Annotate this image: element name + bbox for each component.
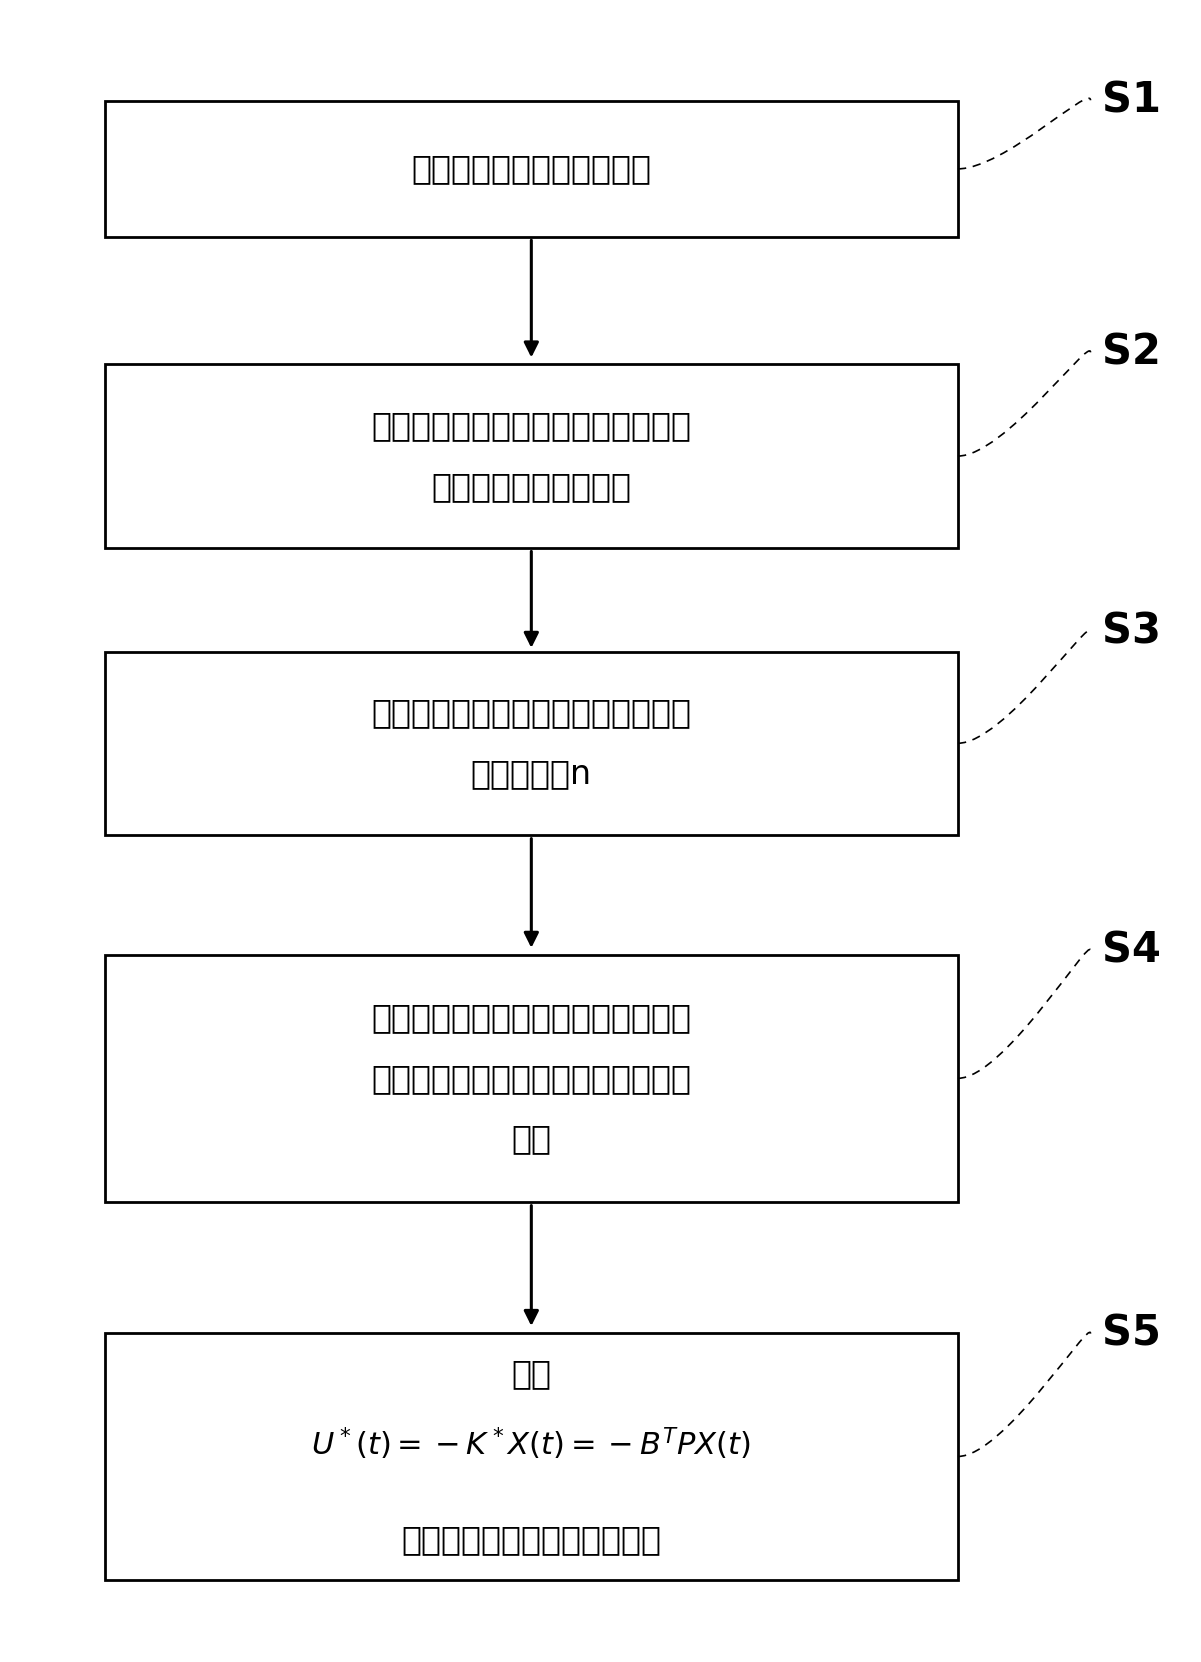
Text: 度相关常数n: 度相关常数n xyxy=(471,758,592,789)
FancyBboxPatch shape xyxy=(104,954,958,1202)
Text: 基于带有参数的电力系统状态方程模: 基于带有参数的电力系统状态方程模 xyxy=(371,1001,692,1034)
Text: S2: S2 xyxy=(1103,331,1161,374)
Text: S3: S3 xyxy=(1103,610,1161,653)
FancyBboxPatch shape xyxy=(104,364,958,548)
Text: 数矩阵和控制系数矩阵: 数矩阵和控制系数矩阵 xyxy=(431,470,632,504)
FancyBboxPatch shape xyxy=(104,652,958,834)
Text: $U^*(t)=-K^*X(t)=-B^TPX(t)$: $U^*(t)=-K^*X(t)=-B^TPX(t)$ xyxy=(311,1426,751,1463)
Text: 根据希望的闭环极点分布，确定稳定: 根据希望的闭环极点分布，确定稳定 xyxy=(371,696,692,730)
FancyBboxPatch shape xyxy=(104,101,958,236)
Text: 得到基于稳定度的最优控制器: 得到基于稳定度的最优控制器 xyxy=(401,1522,662,1556)
Text: 矩阵: 矩阵 xyxy=(512,1122,551,1155)
Text: 型，求解改进的黎卡提方程，获得解: 型，求解改进的黎卡提方程，获得解 xyxy=(371,1062,692,1095)
Text: 确定电力系统状态方程模型的状态系: 确定电力系统状态方程模型的状态系 xyxy=(371,409,692,442)
Text: 构建电力系统状态方程模型: 构建电力系统状态方程模型 xyxy=(411,153,651,186)
Text: S1: S1 xyxy=(1103,80,1161,121)
Text: S5: S5 xyxy=(1103,1313,1161,1355)
Text: 根据: 根据 xyxy=(512,1356,551,1389)
FancyBboxPatch shape xyxy=(104,1333,958,1581)
Text: S4: S4 xyxy=(1103,929,1161,972)
